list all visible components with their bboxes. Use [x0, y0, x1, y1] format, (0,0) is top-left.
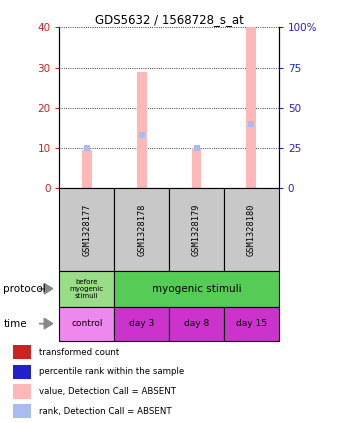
Bar: [14, 365, 31, 379]
Bar: [114, 271, 279, 307]
Bar: [192, 148, 202, 188]
Title: GDS5632 / 1568728_s_at: GDS5632 / 1568728_s_at: [95, 14, 243, 26]
Bar: [137, 72, 147, 188]
Bar: [224, 307, 279, 341]
Bar: [59, 307, 114, 341]
Bar: [82, 150, 92, 188]
Text: transformed count: transformed count: [39, 348, 120, 357]
Bar: [14, 345, 31, 360]
Bar: [14, 404, 31, 418]
Bar: [246, 27, 256, 188]
Text: myogenic stimuli: myogenic stimuli: [152, 284, 241, 294]
Text: day 8: day 8: [184, 319, 209, 328]
Bar: [169, 307, 224, 341]
Bar: [114, 307, 169, 341]
Text: GSM1328179: GSM1328179: [192, 203, 201, 256]
Text: day 15: day 15: [236, 319, 267, 328]
Text: GSM1328180: GSM1328180: [247, 203, 256, 256]
Bar: [169, 188, 224, 271]
Text: control: control: [71, 319, 103, 328]
Text: percentile rank within the sample: percentile rank within the sample: [39, 368, 185, 376]
Bar: [59, 188, 114, 271]
Bar: [114, 188, 169, 271]
Text: GSM1328177: GSM1328177: [82, 203, 91, 256]
Text: before
myogenic
stimuli: before myogenic stimuli: [70, 279, 104, 299]
Text: day 3: day 3: [129, 319, 154, 328]
Text: protocol: protocol: [3, 284, 46, 294]
Text: GSM1328178: GSM1328178: [137, 203, 146, 256]
Text: time: time: [3, 319, 27, 329]
Text: value, Detection Call = ABSENT: value, Detection Call = ABSENT: [39, 387, 176, 396]
Text: rank, Detection Call = ABSENT: rank, Detection Call = ABSENT: [39, 407, 172, 416]
Bar: [224, 188, 279, 271]
Bar: [14, 385, 31, 398]
Bar: [59, 271, 114, 307]
